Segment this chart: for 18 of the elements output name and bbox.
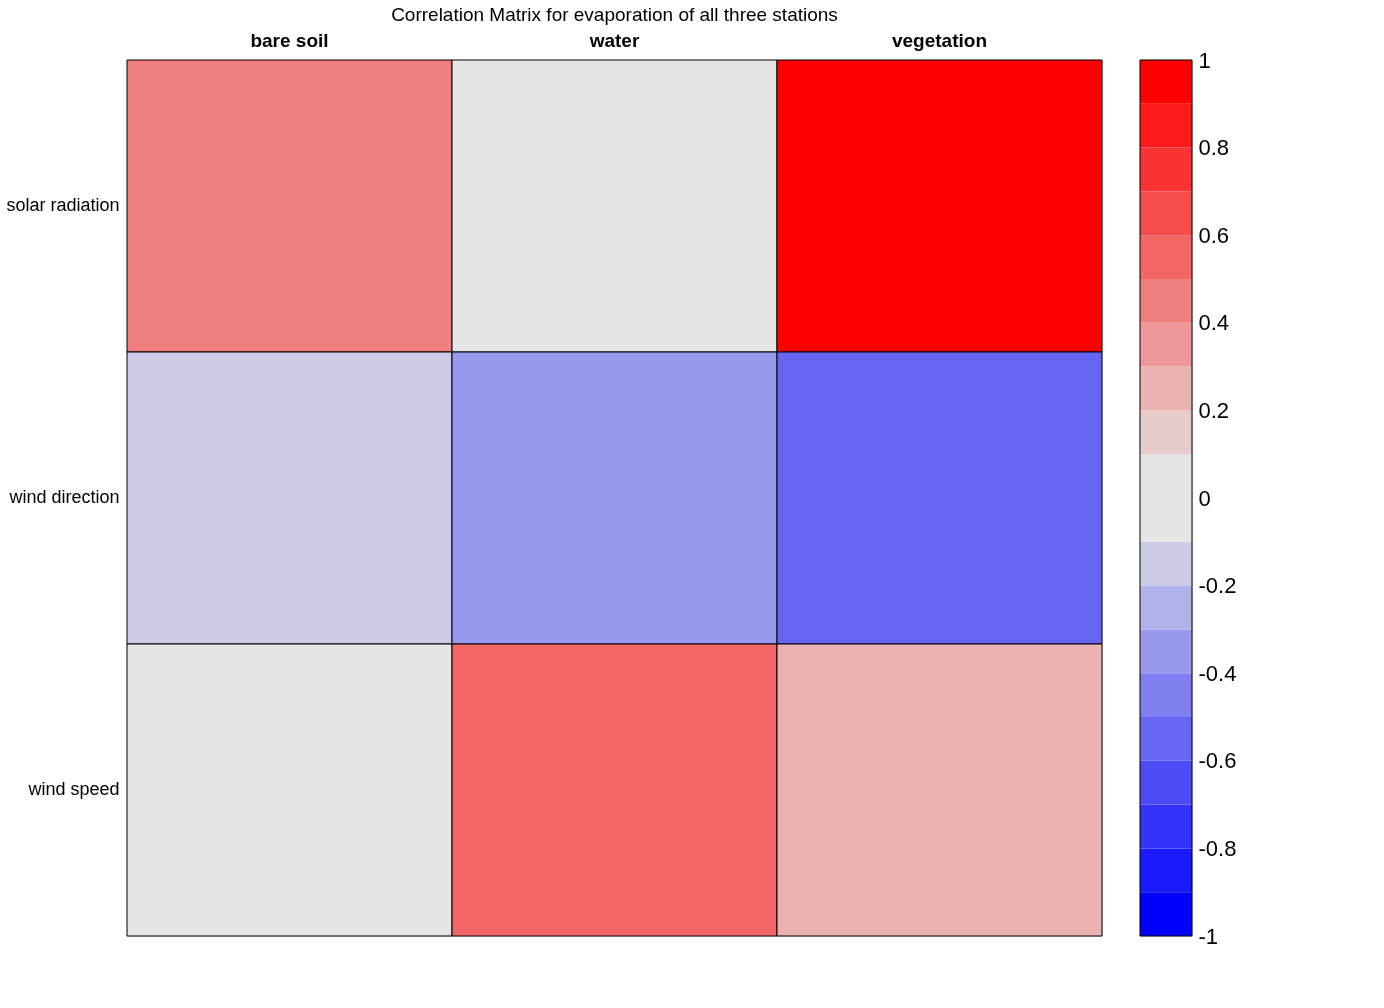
color-bar-label: 0.4 <box>1198 310 1230 336</box>
color-bar-label: 0.6 <box>1198 222 1230 248</box>
y-tick-label: solar radiation <box>6 195 120 215</box>
color-bar-label: 0.2 <box>1198 397 1230 423</box>
color-bar-label: 1 <box>1198 47 1211 73</box>
y-tick-label: wind speed <box>27 779 120 799</box>
color-bar-label: -0.2 <box>1198 573 1237 599</box>
color-bar-label: -0.4 <box>1198 660 1237 686</box>
color-bar-label: -1 <box>1198 923 1219 949</box>
color-bar-label: 0.8 <box>1198 135 1230 161</box>
chart-title: Correlation Matrix for evaporation of all three stations <box>391 4 838 25</box>
color-bar-label: 0 <box>1198 485 1211 511</box>
color-bar-label: -0.6 <box>1198 748 1237 774</box>
x-tick-label: bare soil <box>250 29 329 51</box>
color-bar-label: -0.8 <box>1198 835 1237 861</box>
x-tick-label: vegetation <box>891 29 988 51</box>
x-tick-label: water <box>588 29 640 51</box>
y-tick-label: wind direction <box>8 487 120 507</box>
